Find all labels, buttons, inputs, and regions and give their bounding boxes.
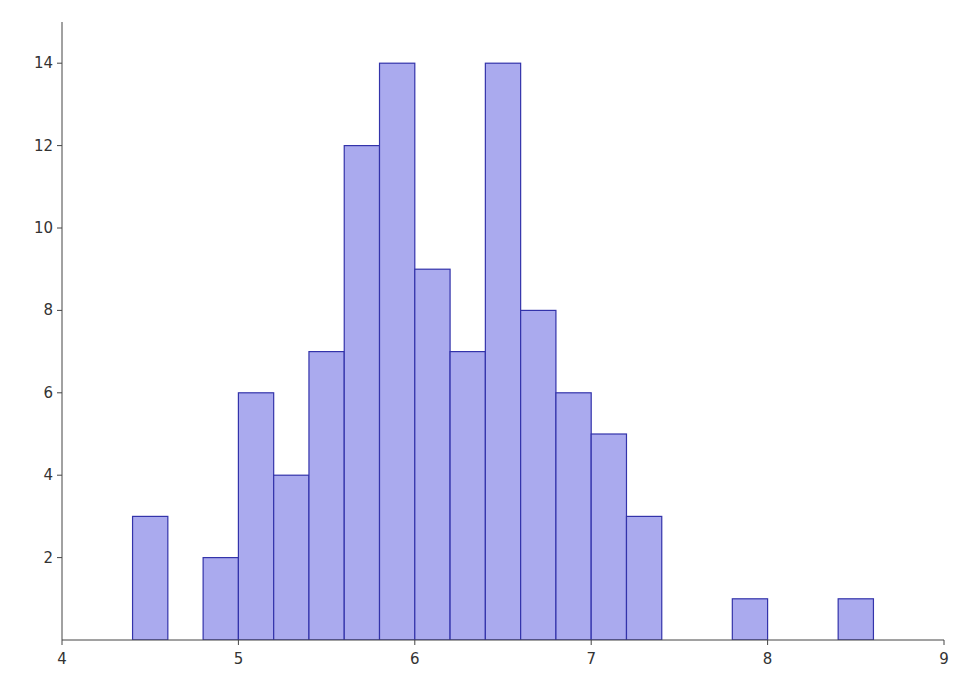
y-tick-label: 14 xyxy=(34,54,53,72)
histogram-bar xyxy=(309,352,344,640)
histogram-bar xyxy=(838,599,873,640)
x-tick xyxy=(62,640,63,645)
y-tick xyxy=(57,557,62,558)
chart-container: 4 5 6 7 8 9 2 4 6 8 10 12 14 xyxy=(0,0,968,692)
histogram-bar xyxy=(521,310,556,640)
histogram-bar xyxy=(626,516,661,640)
y-tick xyxy=(57,392,62,393)
histogram-bar xyxy=(556,393,591,640)
y-axis-line xyxy=(62,22,63,640)
chart-svg: 4 5 6 7 8 9 2 4 6 8 10 12 14 xyxy=(0,0,968,692)
x-tick xyxy=(944,640,945,645)
y-tick xyxy=(57,145,62,146)
x-tick xyxy=(591,640,592,645)
x-tick-label: 7 xyxy=(586,650,596,668)
x-tick xyxy=(767,640,768,645)
histogram-bar xyxy=(485,63,520,640)
histogram-bar xyxy=(591,434,626,640)
y-tick xyxy=(57,63,62,64)
axes: 4 5 6 7 8 9 2 4 6 8 10 12 14 xyxy=(34,22,949,668)
histogram-bar xyxy=(274,475,309,640)
y-tick-label: 4 xyxy=(43,466,53,484)
histogram-bar xyxy=(203,558,238,640)
y-tick-label: 12 xyxy=(34,137,53,155)
histogram-bar xyxy=(450,352,485,640)
y-tick-label: 6 xyxy=(43,384,53,402)
bars xyxy=(133,63,874,640)
y-tick xyxy=(57,475,62,476)
x-tick-label: 6 xyxy=(410,650,420,668)
x-tick xyxy=(414,640,415,645)
histogram-bar xyxy=(380,63,415,640)
y-tick xyxy=(57,310,62,311)
histogram-bar xyxy=(415,269,450,640)
x-tick-label: 5 xyxy=(234,650,244,668)
histogram-bar xyxy=(344,146,379,640)
x-axis-line xyxy=(62,640,944,641)
y-tick-label: 2 xyxy=(43,549,53,567)
histogram-bar xyxy=(238,393,273,640)
x-tick xyxy=(238,640,239,645)
histogram-bar xyxy=(133,516,168,640)
y-tick-label: 8 xyxy=(43,301,53,319)
x-tick-label: 9 xyxy=(939,650,949,668)
x-tick-label: 8 xyxy=(763,650,773,668)
histogram-bar xyxy=(732,599,767,640)
x-tick-label: 4 xyxy=(57,650,67,668)
y-tick-label: 10 xyxy=(34,219,53,237)
y-tick xyxy=(57,228,62,229)
